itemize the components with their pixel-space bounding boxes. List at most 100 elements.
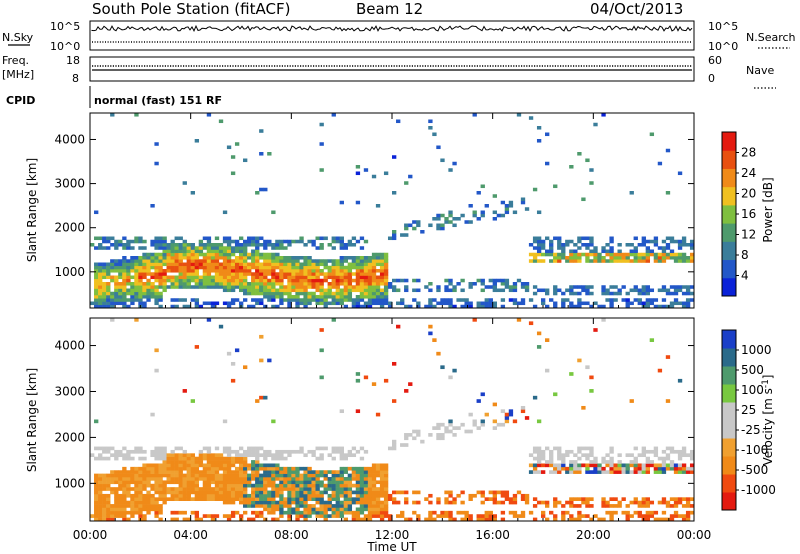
velocity-cell xyxy=(267,466,272,471)
power-cell xyxy=(247,236,252,241)
power-cell xyxy=(589,252,594,257)
velocity-cell xyxy=(653,449,659,454)
velocity-cell xyxy=(182,449,187,454)
power-cell xyxy=(114,259,119,263)
velocity-cell xyxy=(351,500,357,505)
velocity-cell xyxy=(126,517,131,522)
velocity-cell xyxy=(561,463,566,468)
power-cell xyxy=(520,282,526,286)
velocity-cell xyxy=(126,470,131,474)
power-cell xyxy=(162,236,167,241)
power-cell xyxy=(226,262,232,267)
velocity-cell xyxy=(218,497,224,501)
velocity-cell xyxy=(379,480,385,485)
velocity-cell xyxy=(645,504,651,508)
power-cell xyxy=(323,301,328,306)
power-cell xyxy=(291,275,296,280)
power-cell xyxy=(436,285,441,289)
power-cell xyxy=(331,285,336,289)
power-cell xyxy=(186,262,191,267)
power-cell xyxy=(138,236,143,241)
power-cell xyxy=(194,282,200,286)
power-cell xyxy=(339,288,344,293)
x-tick-label: 00:00 xyxy=(677,528,712,542)
velocity-cell xyxy=(263,473,268,478)
velocity-cell xyxy=(198,487,204,491)
power-cell xyxy=(508,204,514,208)
velocity-cell xyxy=(126,456,131,461)
velocity-cell xyxy=(496,500,502,505)
velocity-colorbar-swatch xyxy=(722,474,736,493)
power-cell xyxy=(170,252,175,257)
power-cell xyxy=(279,259,284,263)
velocity-cell xyxy=(166,487,171,491)
velocity-cell xyxy=(387,497,393,501)
velocity-cell xyxy=(94,419,99,424)
velocity-cell xyxy=(416,433,421,437)
velocity-cell xyxy=(182,517,187,522)
velocity-cell xyxy=(577,510,582,515)
velocity-cell xyxy=(247,449,252,454)
velocity-cell xyxy=(420,439,425,444)
power-cell xyxy=(279,269,284,273)
velocity-cell xyxy=(343,507,349,512)
power-cell xyxy=(299,272,304,276)
velocity-cell xyxy=(94,517,99,522)
power-cell xyxy=(617,259,622,263)
velocity-cell xyxy=(102,449,107,454)
velocity-cell xyxy=(540,514,546,518)
velocity-cell xyxy=(359,510,365,515)
velocity-cell xyxy=(230,490,236,495)
power-cell xyxy=(371,278,377,283)
velocity-cell xyxy=(118,493,123,498)
velocity-cell xyxy=(98,504,103,508)
velocity-cell xyxy=(605,470,610,474)
power-cell xyxy=(162,262,167,267)
velocity-cell xyxy=(214,473,220,478)
velocity-cell xyxy=(545,446,550,451)
power-cell xyxy=(677,246,683,250)
velocity-cell xyxy=(275,487,280,491)
velocity-cell xyxy=(283,466,288,471)
velocity-cell xyxy=(673,504,679,508)
power-cell xyxy=(230,155,236,159)
power-cell xyxy=(685,304,691,309)
power-cell xyxy=(190,278,195,283)
power-cell xyxy=(504,210,510,215)
velocity-cell xyxy=(484,510,489,515)
power-cell xyxy=(375,269,381,273)
power-cell xyxy=(255,265,260,270)
velocity-cell xyxy=(355,477,361,481)
power-cell xyxy=(331,262,336,267)
power-cell xyxy=(661,288,667,293)
velocity-cell xyxy=(303,473,308,478)
power-cell xyxy=(331,269,336,273)
power-cell xyxy=(142,282,147,286)
power-cell xyxy=(601,113,606,117)
power-cell xyxy=(259,256,264,260)
velocity-cell xyxy=(363,517,369,522)
velocity-cell xyxy=(291,480,296,485)
velocity-cell xyxy=(247,453,252,458)
velocity-cell xyxy=(263,500,268,505)
velocity-cell xyxy=(367,500,373,505)
velocity-cell xyxy=(206,487,212,491)
velocity-cell xyxy=(307,514,312,518)
velocity-cell xyxy=(476,517,481,522)
power-cell xyxy=(512,210,518,215)
velocity-cell xyxy=(593,514,598,518)
power-cell xyxy=(363,291,369,296)
velocity-cell xyxy=(335,477,340,481)
power-cell xyxy=(319,282,324,286)
velocity-cell xyxy=(536,500,542,505)
power-cell xyxy=(536,249,542,254)
power-cell xyxy=(243,158,248,163)
power-cell xyxy=(581,252,586,257)
velocity-cell xyxy=(178,473,183,478)
velocity-cell xyxy=(226,480,232,485)
power-cell xyxy=(553,304,558,309)
power-cell xyxy=(553,184,558,189)
velocity-cell xyxy=(363,487,369,491)
velocity-cell xyxy=(126,453,131,458)
